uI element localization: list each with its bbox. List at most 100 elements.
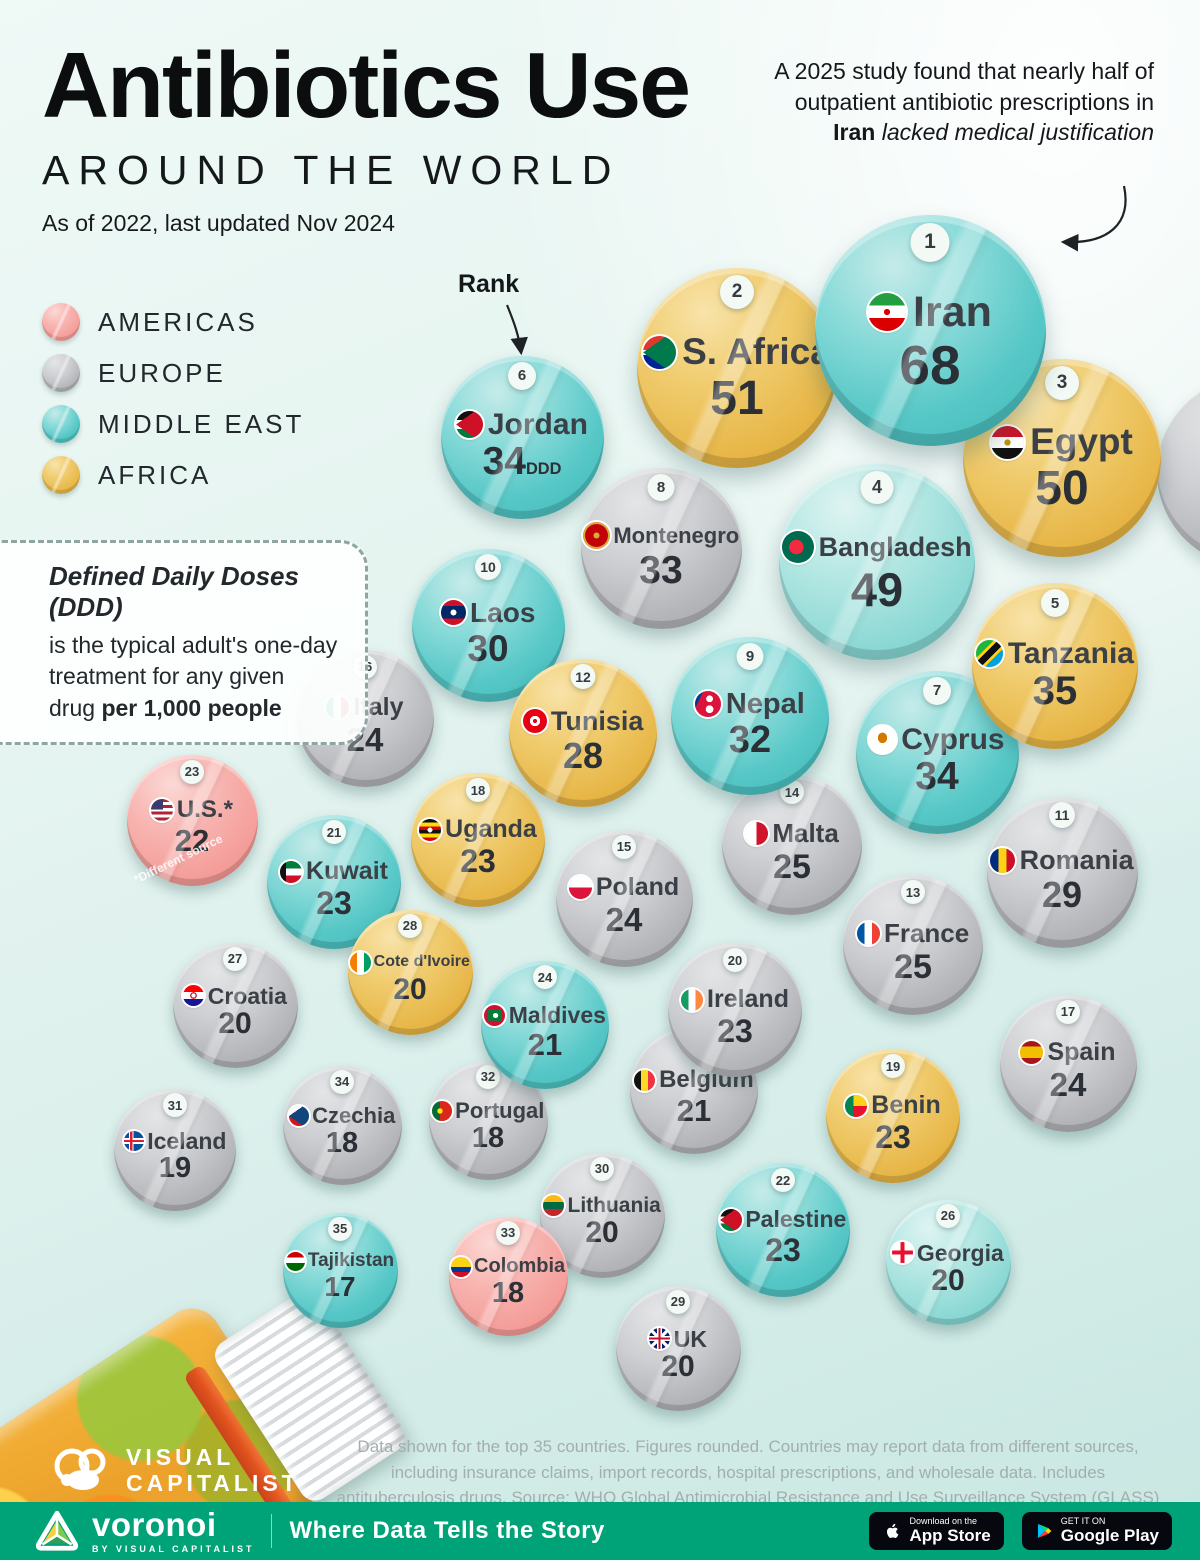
country-value: 28 xyxy=(562,734,604,776)
rank-badge: 4 xyxy=(860,471,894,504)
country-name: Poland xyxy=(595,873,680,902)
country-name: Laos xyxy=(470,597,536,629)
country-pill-montenegro: 8 Montenegro 33 xyxy=(580,467,742,629)
googleplay-top-text: GET IT ON xyxy=(1060,1516,1106,1527)
country-pill-palestine: 22 Palestine 23 xyxy=(716,1163,850,1297)
page-subtitle: AROUND THE WORLD xyxy=(42,147,621,194)
country-label: Tajikistan xyxy=(285,1251,394,1271)
legend-pill-icon xyxy=(42,354,80,392)
country-value: 34 xyxy=(915,755,959,799)
voronoi-tagline-sub: BY VISUAL CAPITALIST xyxy=(92,1544,255,1554)
rank-arrow xyxy=(505,304,528,356)
country-label: Benin xyxy=(845,1091,941,1120)
ddd-line3: drug xyxy=(49,694,102,721)
rank-badge: 15 xyxy=(612,834,636,859)
ddd-body: is the typical adult's one-day treatment… xyxy=(49,630,347,724)
country-label: Maldives xyxy=(484,1003,606,1027)
country-value: 24 xyxy=(605,900,643,938)
country-value: 34DDD xyxy=(482,440,562,484)
flag-france-icon xyxy=(856,922,880,946)
country-name: Benin xyxy=(871,1091,941,1120)
country-label: Uganda xyxy=(419,815,537,844)
rank-badge: 21 xyxy=(322,820,346,844)
flag-georgia-icon xyxy=(892,1242,914,1264)
country-name: UK xyxy=(673,1325,707,1352)
country-name: Uganda xyxy=(445,815,537,844)
legend-label: AFRICA xyxy=(98,459,212,490)
bar-divider xyxy=(270,1514,272,1548)
country-name: Romania xyxy=(1019,845,1134,876)
legend-pill-icon xyxy=(42,456,80,494)
appstore-top-text: Download on the xyxy=(909,1516,978,1527)
country-label: Montenegro xyxy=(582,521,739,549)
country-name: Palestine xyxy=(745,1206,847,1233)
legend-label: AMERICAS xyxy=(98,306,258,337)
legend-label: MIDDLE EAST xyxy=(98,408,305,439)
annotation-arrow xyxy=(1060,185,1127,252)
country-label: Lithuania xyxy=(543,1194,661,1217)
flag-tunisia-icon xyxy=(522,709,547,734)
flag-ireland-icon xyxy=(681,988,703,1011)
country-pill-ireland: 20 Ireland 23 xyxy=(668,943,802,1077)
flag-montenegro-icon xyxy=(582,521,610,549)
flag-iceland-icon xyxy=(123,1130,144,1151)
legend-label: EUROPE xyxy=(98,357,226,388)
rank-badge: 24 xyxy=(533,965,557,989)
country-label: Malta xyxy=(745,820,839,847)
country-value: 18 xyxy=(491,1276,525,1309)
country-pill-bangladesh: 4 Bangladesh 49 xyxy=(779,464,975,660)
country-value: 17 xyxy=(324,1270,356,1302)
country-pill-tanzania: 5 Tanzania 35 xyxy=(972,583,1138,749)
vc-logo-line1: VISUAL xyxy=(126,1444,235,1470)
rank-badge: 20 xyxy=(723,948,747,972)
country-name: Czechia xyxy=(312,1103,396,1129)
country-name: Georgia xyxy=(916,1239,1004,1266)
country-name: Egypt xyxy=(1030,421,1133,463)
rank-badge: 5 xyxy=(1041,589,1069,617)
country-name: Portugal xyxy=(455,1098,545,1124)
country-label: Colombia xyxy=(450,1256,565,1277)
flag-tanzania-icon xyxy=(976,639,1004,667)
country-value: 68 xyxy=(899,334,961,397)
ddd-line1: is the typical adult's one-day xyxy=(49,632,338,658)
country-pill-croatia: 27 Croatia 20 xyxy=(172,942,298,1068)
app-store-badge[interactable]: Download on the App Store xyxy=(868,1512,1004,1550)
flag-cyprus-icon xyxy=(869,725,897,753)
annotation-bold: Iran xyxy=(833,119,876,146)
country-pill-uk: 29 UK 20 xyxy=(615,1285,741,1411)
country-name: S. Africa xyxy=(682,331,831,373)
country-label: Palestine xyxy=(719,1206,847,1233)
ddd-definition-box: Defined Daily Doses (DDD) is the typical… xyxy=(0,540,368,745)
rank-badge: 18 xyxy=(466,778,490,802)
country-label: Tunisia xyxy=(522,707,643,736)
country-value: 20 xyxy=(393,972,427,1006)
flag-czechia-icon xyxy=(288,1105,309,1126)
flag-iran-icon xyxy=(868,293,907,332)
country-label: Romania xyxy=(990,845,1134,876)
country-label: Iceland xyxy=(123,1128,226,1153)
country-value: 20 xyxy=(661,1350,695,1384)
country-pill-colombia: 33 Colombia 18 xyxy=(448,1216,568,1336)
country-value: 33 xyxy=(639,549,683,593)
country-value: 21 xyxy=(527,1027,563,1062)
flag-romania-icon xyxy=(990,847,1016,873)
country-pill-kuwait: 21 Kuwait 23 xyxy=(267,815,401,949)
country-name: Kuwait xyxy=(306,857,388,886)
region-legend: AMERICAS EUROPE MIDDLE EAST AFRICA xyxy=(42,303,304,507)
google-play-badge[interactable]: GET IT ON Google Play xyxy=(1021,1512,1172,1550)
country-label: Jordan xyxy=(456,409,588,441)
flag-palestine-icon xyxy=(719,1208,742,1231)
rank-badge: 13 xyxy=(901,880,925,904)
rank-badge: 28 xyxy=(398,913,422,938)
country-value: 24 xyxy=(1049,1065,1087,1103)
rank-badge: 7 xyxy=(923,676,951,705)
country-pill-s-africa: 2 S. Africa 51 xyxy=(637,268,837,468)
country-name: France xyxy=(883,918,970,949)
rank-badge: 27 xyxy=(223,946,247,971)
ddd-line2: treatment for any given xyxy=(49,663,285,690)
rank-badge: 8 xyxy=(647,473,675,501)
country-pill-spain: 17 Spain 24 xyxy=(999,994,1137,1132)
country-value: 50 xyxy=(1035,461,1089,515)
voronoi-glyph-icon xyxy=(35,1510,79,1551)
rank-badge: 17 xyxy=(1056,999,1080,1024)
